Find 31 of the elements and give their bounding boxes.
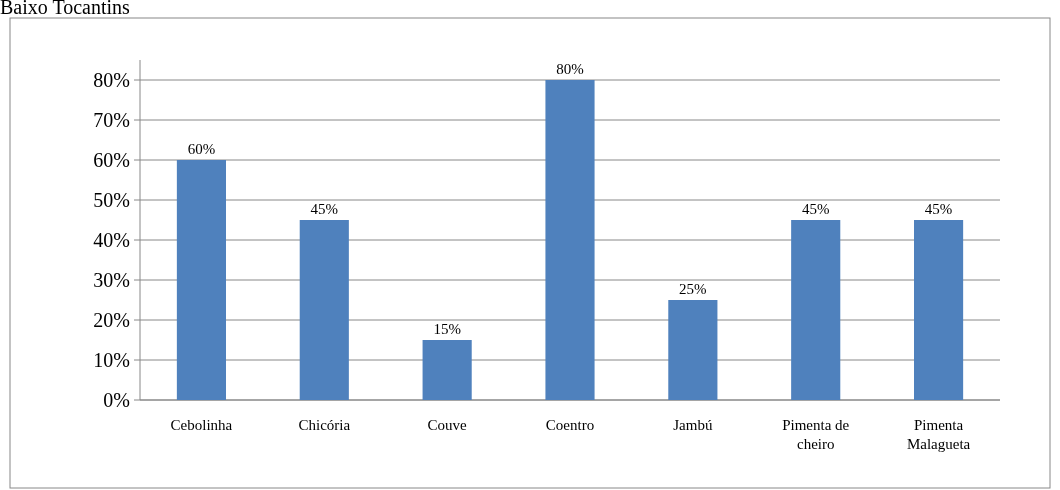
x-tick-label: Chicória <box>298 417 351 433</box>
bar <box>176 160 226 400</box>
y-tick-label: 60% <box>93 149 130 171</box>
data-label: 15% <box>433 321 461 337</box>
y-tick-label: 50% <box>93 189 130 211</box>
y-tick-label: 80% <box>93 69 130 91</box>
bar <box>422 340 472 400</box>
data-label: 45% <box>801 201 830 217</box>
y-tick-label: 70% <box>93 109 130 131</box>
x-tick-label: Coentro <box>545 417 595 433</box>
bar <box>668 300 718 400</box>
data-label: 45% <box>310 201 339 217</box>
data-label: 80% <box>556 61 584 77</box>
bar <box>545 80 595 400</box>
y-tick-label: 20% <box>93 309 130 331</box>
bar <box>299 220 349 400</box>
x-tick-label: Pimenta Malagueta <box>906 417 971 452</box>
data-label: 60% <box>187 141 216 157</box>
x-tick-label: Couve <box>427 417 468 433</box>
data-label: 25% <box>679 281 707 297</box>
chart-title: Baixo Tocantins <box>0 0 131 18</box>
x-tick-label: Cebolinha <box>170 417 233 433</box>
y-tick-label: 0% <box>103 389 130 411</box>
x-tick-label: Pimenta de cheiro <box>782 417 850 452</box>
y-tick-label: 10% <box>93 349 130 371</box>
x-tick-label: Jambú <box>673 417 713 433</box>
y-tick-label: 40% <box>93 229 130 251</box>
data-label: 45% <box>924 201 953 217</box>
y-tick-label: 30% <box>93 269 130 291</box>
bar <box>914 220 964 400</box>
bar <box>791 220 841 400</box>
